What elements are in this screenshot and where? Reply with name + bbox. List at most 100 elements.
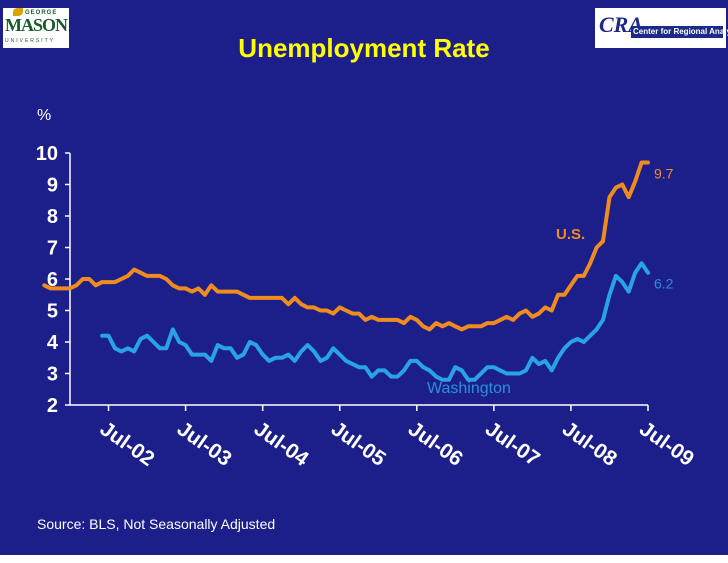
- data-point: [222, 290, 226, 293]
- data-point: [634, 271, 637, 274]
- data-point: [293, 296, 296, 300]
- x-tick-label: Jul-05: [327, 417, 390, 471]
- data-point: [569, 340, 573, 344]
- data-point: [203, 293, 207, 296]
- data-point: [68, 287, 72, 290]
- data-point: [370, 375, 373, 378]
- cra-logo: CRA Center for Regional Analysis: [595, 8, 728, 48]
- data-point: [62, 287, 65, 290]
- x-tick-label: Jul-02: [96, 417, 159, 471]
- data-point: [505, 372, 508, 375]
- y-tick-label: 9: [47, 175, 58, 197]
- data-point: [499, 318, 502, 322]
- data-point: [190, 290, 194, 293]
- data-point: [441, 325, 444, 328]
- data-point: [345, 309, 348, 312]
- data-point: [621, 183, 624, 186]
- end-value-label: 6.2: [654, 276, 674, 292]
- data-point: [646, 161, 650, 164]
- data-point: [479, 372, 483, 375]
- data-point: [544, 359, 547, 363]
- data-point: [499, 369, 502, 372]
- x-tick-label: Jul-07: [481, 417, 544, 471]
- data-point: [364, 318, 367, 322]
- data-point: [325, 309, 329, 312]
- data-point: [511, 318, 515, 322]
- data-point: [178, 287, 181, 290]
- data-point: [229, 347, 232, 350]
- y-tick-label: 4: [47, 332, 59, 354]
- data-point: [511, 372, 515, 375]
- data-point: [107, 334, 110, 337]
- data-point: [306, 343, 309, 347]
- data-point: [216, 343, 219, 347]
- series-label-washington: Washington: [427, 380, 511, 397]
- data-point: [396, 375, 399, 378]
- data-point: [627, 290, 630, 293]
- data-point: [94, 284, 97, 287]
- data-point: [197, 353, 200, 356]
- y-tick-label: 7: [47, 238, 58, 260]
- data-point: [242, 353, 245, 356]
- logo-bottom-text: UNIVERSITY: [5, 38, 56, 44]
- data-point: [479, 325, 483, 328]
- x-tick-label: Jul-03: [173, 417, 236, 471]
- data-point: [203, 353, 207, 356]
- data-point: [88, 277, 91, 281]
- data-point: [473, 325, 476, 328]
- data-point: [582, 274, 585, 278]
- data-point: [100, 334, 104, 337]
- x-tick-label: Jul-09: [635, 417, 698, 471]
- data-point: [210, 359, 213, 363]
- data-point: [447, 378, 451, 381]
- data-point: [43, 284, 46, 287]
- series-line-washington: [100, 261, 650, 382]
- data-point: [274, 296, 277, 300]
- data-point: [646, 271, 650, 274]
- data-point: [531, 356, 534, 359]
- data-point: [139, 337, 142, 341]
- data-point: [133, 350, 136, 353]
- data-point: [383, 318, 386, 322]
- data-point: [454, 325, 457, 328]
- data-point: [145, 274, 149, 278]
- x-tick-label: Jul-08: [558, 417, 621, 471]
- y-tick-label: 2: [47, 395, 58, 417]
- data-point: [345, 359, 348, 363]
- data-point: [556, 356, 560, 359]
- data-point: [460, 369, 463, 372]
- data-point: [261, 296, 264, 300]
- data-point: [235, 356, 239, 359]
- data-point: [377, 318, 380, 322]
- data-point: [312, 350, 316, 353]
- data-point: [319, 359, 322, 363]
- data-point: [524, 309, 528, 312]
- data-point: [428, 328, 431, 331]
- logo-main-text: MASON: [5, 15, 68, 35]
- data-point: [255, 296, 258, 300]
- y-tick-label: 6: [47, 269, 58, 291]
- data-point: [467, 378, 470, 381]
- data-point: [293, 359, 296, 363]
- data-point: [608, 293, 611, 296]
- data-point: [120, 277, 123, 281]
- data-point: [563, 293, 566, 296]
- cra-logo-sub: Center for Regional Analysis: [631, 26, 728, 38]
- data-point: [267, 359, 271, 363]
- data-point: [261, 353, 264, 356]
- y-tick-label: 5: [47, 301, 58, 323]
- data-point: [338, 353, 341, 356]
- data-point: [422, 366, 425, 369]
- data-point: [383, 369, 386, 372]
- data-point: [306, 306, 309, 309]
- data-point: [627, 195, 630, 199]
- data-point: [351, 362, 354, 366]
- data-point: [287, 303, 290, 306]
- data-point: [120, 350, 123, 353]
- data-point: [537, 362, 540, 366]
- data-point: [402, 369, 406, 372]
- data-point: [634, 180, 637, 183]
- data-point: [422, 325, 425, 328]
- data-point: [139, 271, 142, 274]
